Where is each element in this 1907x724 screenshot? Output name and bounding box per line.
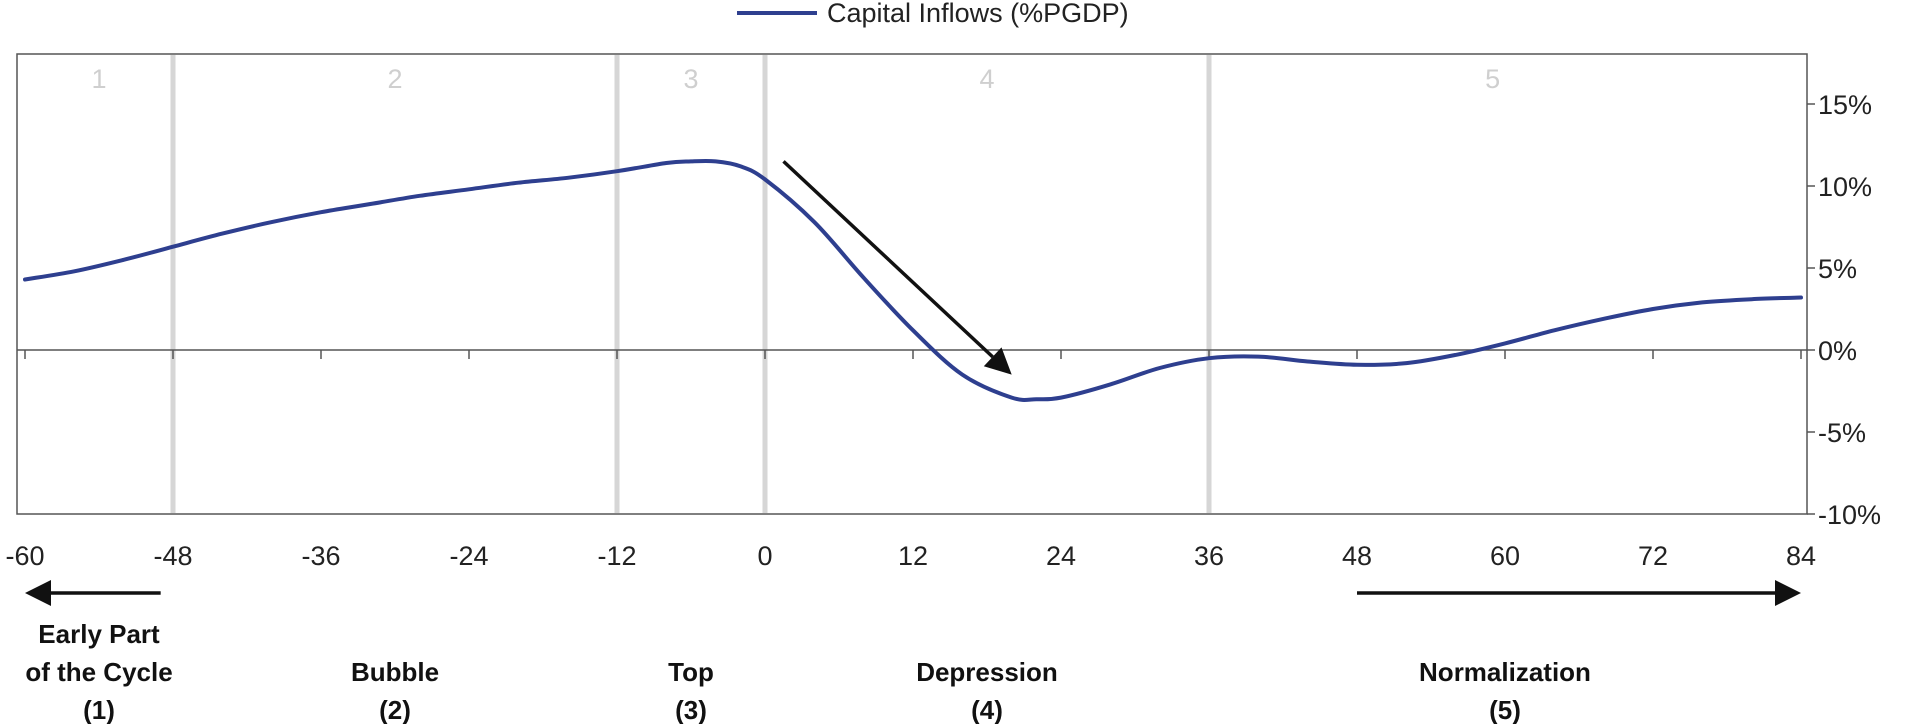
phase-label-line: Top xyxy=(668,657,714,687)
phase-number: 5 xyxy=(1485,64,1500,94)
x-tick-label: -36 xyxy=(301,541,340,571)
x-tick-label: -48 xyxy=(153,541,192,571)
phase-number: 3 xyxy=(683,64,698,94)
annotation-layer xyxy=(782,160,1012,375)
x-tick-label: -60 xyxy=(5,541,44,571)
x-tick-label: -12 xyxy=(597,541,636,571)
phase-number: 2 xyxy=(387,64,402,94)
phase-label-group: Bubble (2) xyxy=(351,657,439,724)
y-axis: 15% 10% 5% 0% -5% -10% xyxy=(1807,90,1881,530)
phase-label-line: of the Cycle xyxy=(25,657,172,687)
phase-label-group: Top (3) xyxy=(668,657,714,724)
decline-arrow xyxy=(782,160,1012,375)
bottom-arrow-left-head xyxy=(25,580,51,606)
phase-label-line: Bubble xyxy=(351,657,439,687)
phase-number: 4 xyxy=(979,64,994,94)
series-layer xyxy=(23,158,1803,402)
x-tick-label: 72 xyxy=(1638,541,1668,571)
phase-label-line: Early Part xyxy=(38,619,160,649)
phase-label-group: Early Part of the Cycle (1) xyxy=(25,619,172,724)
phase-label-group: Depression (4) xyxy=(916,657,1058,724)
legend-label: Capital Inflows (%PGDP) xyxy=(827,0,1129,28)
phase-label-line: (2) xyxy=(379,695,411,724)
y-tick-label: 10% xyxy=(1818,172,1872,202)
x-tick-label: 60 xyxy=(1490,541,1520,571)
decline-arrow-head xyxy=(983,347,1012,375)
x-tick-label: 84 xyxy=(1786,541,1816,571)
y-tick-label: 5% xyxy=(1818,254,1857,284)
bottom-arrows xyxy=(25,580,1801,606)
phase-label-group: Normalization (5) xyxy=(1419,657,1591,724)
y-tick-label: 0% xyxy=(1818,336,1857,366)
x-tick-label: 36 xyxy=(1194,541,1224,571)
x-tick-label: 0 xyxy=(757,541,772,571)
x-axis: -60 -48 -36 -24 -12 0 12 24 36 48 60 72 84 xyxy=(5,350,1816,571)
y-tick-label: -10% xyxy=(1818,500,1881,530)
phase-label-line: (3) xyxy=(675,695,707,724)
decline-arrow-shaft xyxy=(782,160,994,359)
x-tick-label: 24 xyxy=(1046,541,1076,571)
phase-label-line: (1) xyxy=(83,695,115,724)
x-tick-label: 12 xyxy=(898,541,928,571)
plot-area-frame xyxy=(16,53,1808,515)
phase-numbers: 1 2 3 4 5 xyxy=(91,64,1500,94)
phase-label-line: (4) xyxy=(971,695,1003,724)
phase-labels: Early Part of the Cycle (1) Bubble (2) Top (3)… xyxy=(25,619,1591,724)
legend: Capital Inflows (%PGDP) xyxy=(737,0,1129,28)
phase-number: 1 xyxy=(91,64,106,94)
bottom-arrow-right xyxy=(1357,580,1801,606)
y-tick-label: 15% xyxy=(1818,90,1872,120)
bottom-arrow-right-head xyxy=(1775,580,1801,606)
phase-label-line: (5) xyxy=(1489,695,1521,724)
bottom-arrow-left xyxy=(25,580,161,606)
x-tick-label: 48 xyxy=(1342,541,1372,571)
phase-label-line: Normalization xyxy=(1419,657,1591,687)
phase-label-line: Depression xyxy=(916,657,1058,687)
phase-boundaries xyxy=(170,55,1212,513)
series-line-capital-inflows xyxy=(23,158,1803,402)
x-tick-label: -24 xyxy=(449,541,488,571)
y-tick-label: -5% xyxy=(1818,418,1866,448)
